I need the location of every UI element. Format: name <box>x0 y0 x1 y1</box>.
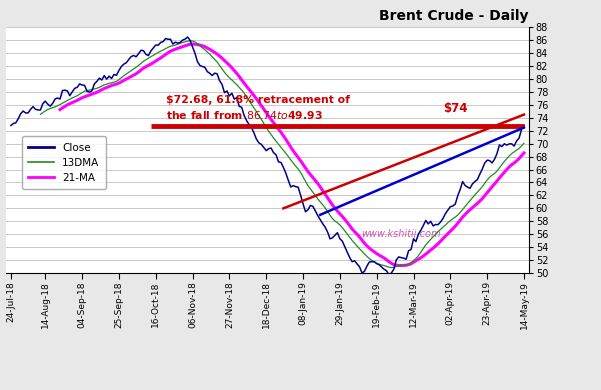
Text: $74: $74 <box>443 102 468 115</box>
Text: $72.68, 61.8% retracement of
the fall from $86.74 to $49.93: $72.68, 61.8% retracement of the fall fr… <box>165 95 350 121</box>
Text: Brent Crude - Daily: Brent Crude - Daily <box>379 9 529 23</box>
Legend: Close, 13DMA, 21-MA: Close, 13DMA, 21-MA <box>22 136 106 189</box>
Text: www.kshitij.com: www.kshitij.com <box>362 229 441 239</box>
